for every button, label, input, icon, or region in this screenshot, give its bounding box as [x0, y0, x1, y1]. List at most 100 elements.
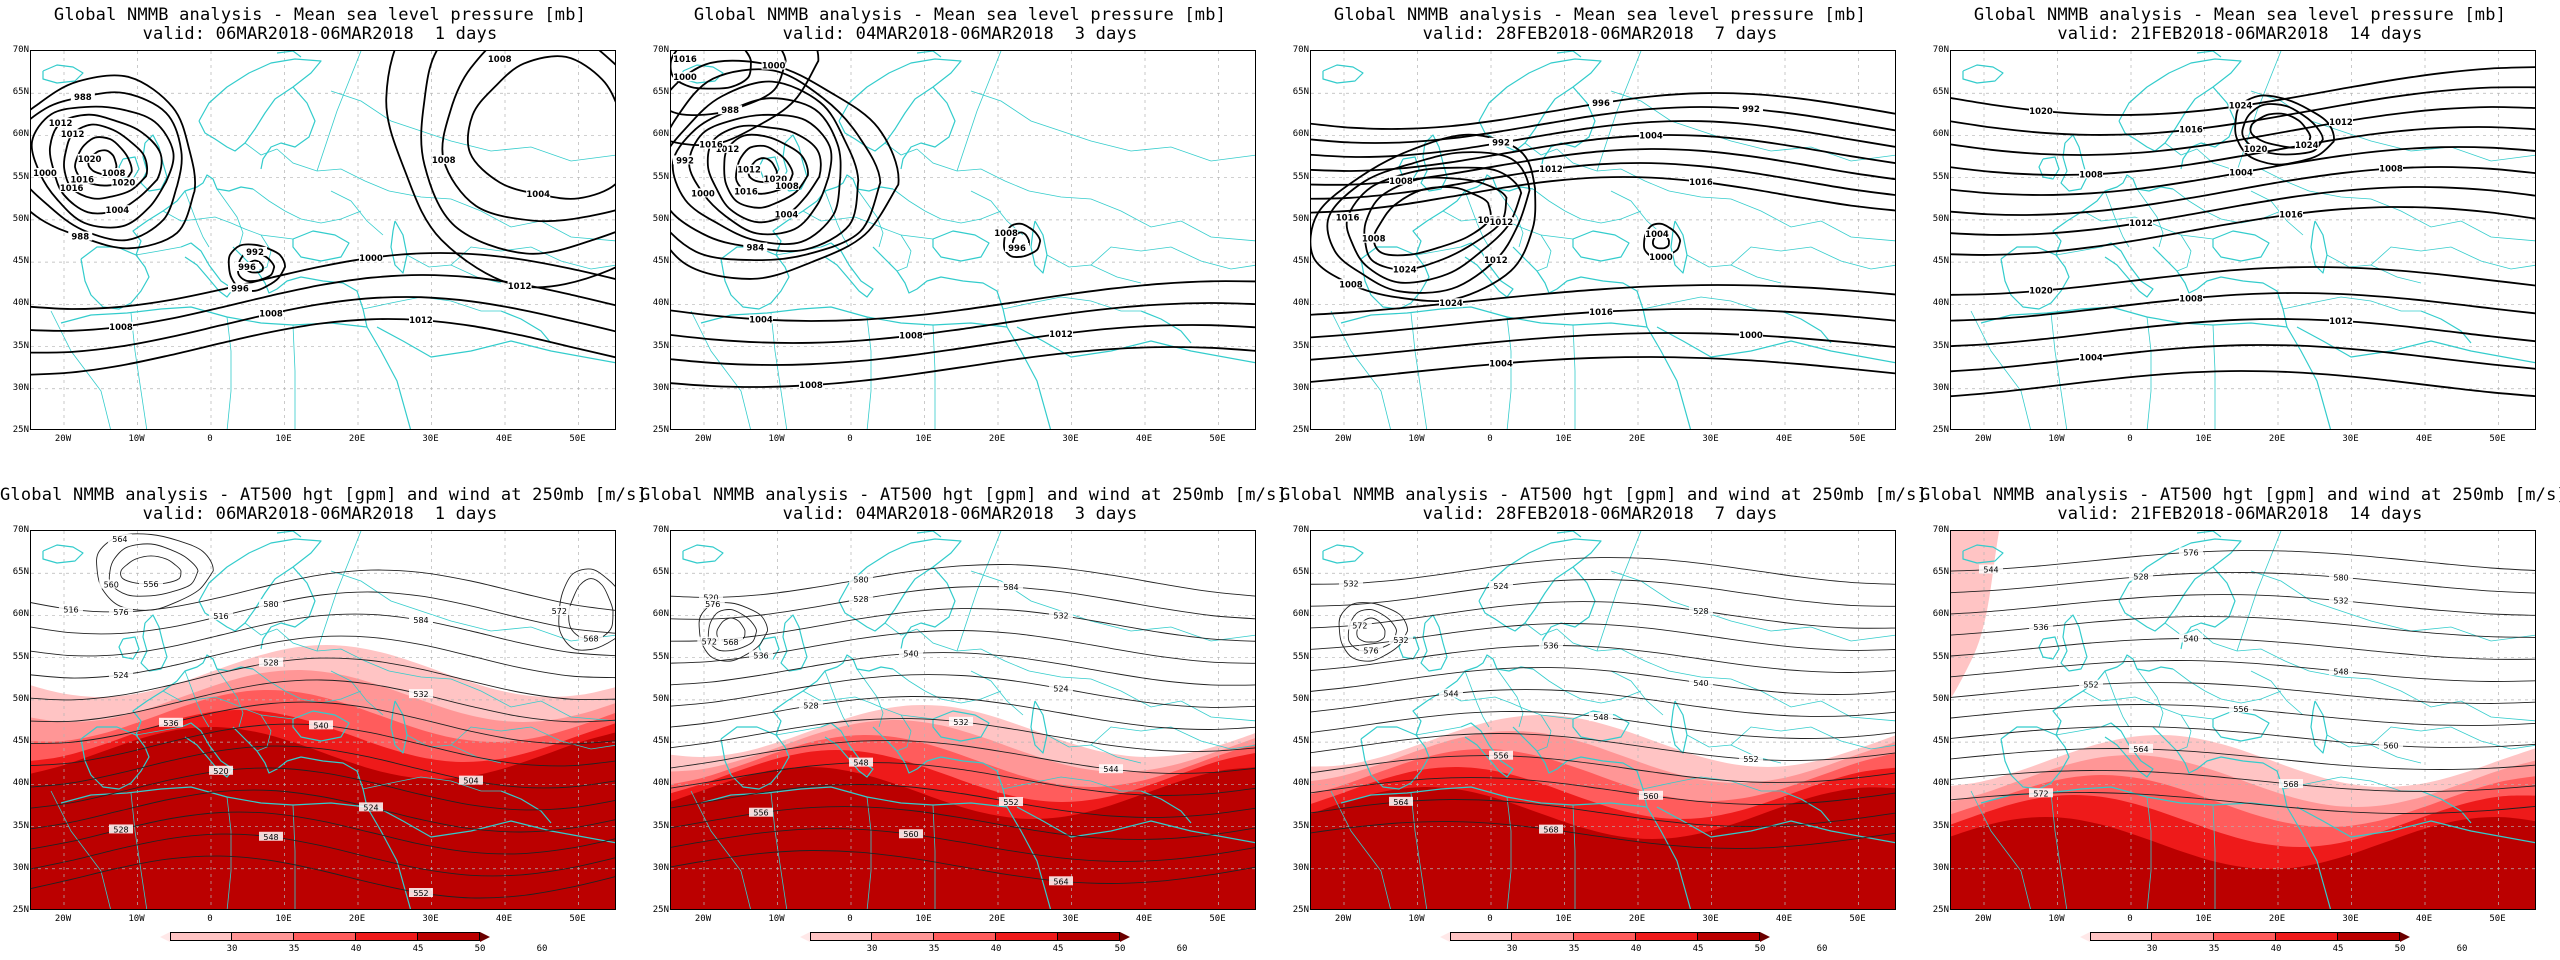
contour-label-bg	[763, 173, 788, 183]
contour-label: 1000	[1739, 331, 1763, 341]
country-border	[362, 776, 501, 792]
contour-label: 1012	[1049, 330, 1073, 340]
coastline	[900, 86, 956, 170]
lat-label: 50N	[12, 693, 29, 704]
lat-label: 30N	[12, 862, 29, 873]
country-border	[1532, 668, 1642, 704]
contour-label: 1024	[2295, 141, 2319, 151]
contour-label: 1008	[994, 229, 1018, 239]
country-border	[135, 246, 182, 256]
lat-label: 55N	[652, 171, 669, 182]
contour-label: 560	[1643, 792, 1658, 801]
colorbar-tick-label: 45	[1052, 944, 1064, 954]
coastline	[276, 531, 302, 538]
height-contour	[1356, 617, 1386, 643]
country-border	[50, 790, 111, 909]
contour-label: 1008	[109, 323, 133, 333]
lon-label: 30E	[2342, 434, 2359, 444]
country-border	[316, 531, 362, 652]
country-border	[1668, 670, 1895, 722]
coastline	[260, 566, 316, 650]
contour-label: 1016	[70, 176, 94, 186]
lat-label: 70N	[652, 525, 669, 535]
country-border	[1572, 804, 1576, 909]
lon-label: 10E	[275, 434, 292, 444]
contour-label-bg	[2294, 140, 2319, 150]
contour-label: 548	[263, 833, 278, 842]
lat-label: 30N	[1932, 382, 1949, 393]
coastline	[2000, 246, 2070, 310]
contour-label-bg	[1049, 683, 1073, 693]
country-border	[184, 190, 210, 248]
contour-label-bg	[33, 168, 57, 178]
contour-label-bg	[59, 604, 83, 614]
contour-label-bg	[1689, 176, 1713, 186]
contour-label-bg	[2029, 788, 2053, 798]
lon-label: 40E	[1135, 434, 1153, 444]
contour-label-bg	[1689, 677, 1713, 687]
country-border	[956, 531, 1002, 652]
contour-label: 576	[1363, 647, 1378, 656]
isobar	[1311, 133, 1537, 302]
lon-label: 20E	[2268, 914, 2286, 924]
contour-label: 528	[113, 825, 128, 834]
wind-shade-band	[31, 727, 615, 909]
lon-label: 10E	[2195, 914, 2212, 924]
country-border	[690, 790, 751, 909]
country-border	[1464, 190, 1490, 248]
contour-label-bg	[899, 330, 923, 340]
height-contour	[671, 608, 1255, 642]
contour-label: 540	[2183, 635, 2198, 644]
isobar	[671, 68, 882, 262]
contour-label: 1016	[2179, 126, 2203, 136]
country-border	[1415, 246, 1462, 256]
country-border	[388, 670, 615, 722]
country-border	[2176, 234, 2192, 272]
isobar	[1951, 206, 2535, 256]
isobar	[671, 302, 1255, 344]
country-border	[1464, 670, 1490, 728]
lon-label: 0	[847, 434, 853, 444]
country-border	[1524, 142, 1558, 156]
panel-z500-7d: Global NMMB analysis - AT500 hgt [gpm] a…	[1280, 480, 1927, 960]
colorbar-segment	[2214, 932, 2276, 941]
lat-label: 50N	[1292, 213, 1309, 224]
coastline	[232, 246, 368, 328]
contour-label: 532	[1393, 636, 1408, 645]
lat-label: 65N	[12, 87, 29, 98]
country-border	[2176, 714, 2192, 752]
wind-colorbar: 30 35 40 45 50 60	[1440, 932, 1827, 956]
contour-label-bg	[1339, 578, 1363, 588]
height-contour	[671, 784, 1255, 818]
contour-label: 520	[703, 593, 718, 602]
panel-mslp-1d: Global NMMB analysis - Mean sea level pr…	[0, 0, 640, 480]
height-contour	[1951, 726, 2535, 748]
contour-label: 1004	[1645, 230, 1669, 240]
contour-label-bg	[2329, 666, 2353, 676]
country-border	[2050, 312, 2068, 429]
contour-label-bg	[718, 105, 743, 115]
contour-label: 520	[213, 767, 228, 776]
country-border	[330, 190, 384, 236]
lat-label: 60N	[12, 129, 29, 140]
contour-label-bg	[849, 574, 873, 584]
coastline	[376, 326, 615, 364]
contour-label: 1012	[737, 166, 761, 176]
contour-label: 584	[1003, 583, 1018, 592]
country-border	[216, 668, 244, 728]
contour-label: 580	[2333, 573, 2348, 582]
contour-label-bg	[409, 315, 433, 325]
lat-label: 50N	[12, 213, 29, 224]
height-contour	[31, 855, 615, 899]
contour-label: 1008	[259, 310, 283, 320]
contour-label: 536	[163, 719, 178, 728]
country-border	[226, 796, 232, 909]
country-border	[1536, 714, 1552, 752]
coastline	[2286, 806, 2332, 909]
coastline	[390, 700, 408, 754]
coastline	[682, 544, 724, 564]
contour-label: 1012	[61, 130, 85, 140]
coastline	[2152, 246, 2288, 328]
country-border	[1090, 726, 1255, 750]
height-contour	[671, 564, 1255, 598]
